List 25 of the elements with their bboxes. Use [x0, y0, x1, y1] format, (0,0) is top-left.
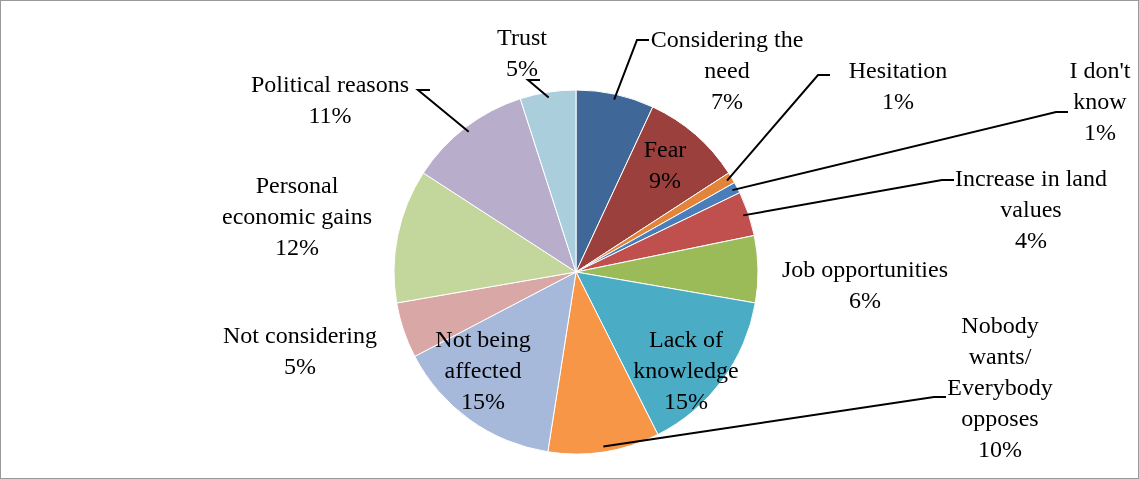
slice-label: Nobody wants/ Everybody opposes: [947, 312, 1053, 431]
slice-label: I don't know: [1069, 57, 1131, 114]
slice-label: Hesitation: [848, 57, 948, 83]
data-label: 4%: [1015, 227, 1047, 253]
data-label: 1%: [882, 88, 914, 114]
slice-label: Fear: [643, 136, 687, 162]
data-label: 12%: [275, 234, 319, 260]
slice-label: Job opportunities: [782, 256, 948, 282]
data-label: 5%: [284, 353, 316, 379]
slice-label: Not considering: [223, 322, 377, 348]
data-label: 15%: [461, 388, 505, 414]
data-label: 10%: [978, 436, 1022, 462]
data-label: 11%: [308, 102, 352, 128]
slice-label: Increase in land values: [955, 165, 1107, 222]
data-label: 5%: [506, 55, 538, 81]
slice-label: Trust: [497, 24, 548, 50]
data-label: 15%: [664, 388, 708, 414]
data-label: 7%: [711, 88, 743, 114]
slice-label: Personal economic gains: [222, 172, 372, 229]
slice-label: Political reasons: [251, 71, 409, 97]
data-label: 9%: [649, 167, 681, 193]
data-label: 1%: [1084, 119, 1116, 145]
slice-label: Not being affected: [435, 326, 531, 383]
data-label: 6%: [849, 287, 881, 313]
slice-label: Considering the need: [650, 26, 804, 83]
